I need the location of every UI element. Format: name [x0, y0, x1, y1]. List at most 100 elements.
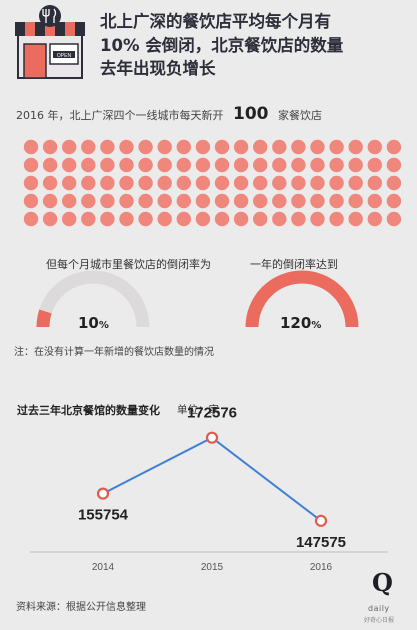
restaurant-dot	[157, 139, 172, 155]
restaurant-dot	[119, 139, 134, 155]
restaurant-dot	[272, 193, 287, 209]
restaurant-dot	[272, 211, 287, 227]
restaurant-dot	[61, 211, 77, 227]
source-text: 资料来源：根据公开信息整理	[16, 602, 146, 613]
restaurant-dot	[386, 193, 402, 209]
restaurant-dot	[386, 175, 402, 191]
restaurant-dot	[291, 157, 306, 173]
restaurant-dot	[81, 193, 96, 209]
logo-sub: daily	[368, 604, 390, 613]
restaurant-dot	[23, 211, 39, 227]
restaurant-dot	[195, 193, 211, 209]
restaurant-dot-grid	[23, 139, 402, 227]
restaurant-dot	[253, 211, 268, 227]
restaurant-dot	[81, 157, 96, 173]
restaurant-dot	[100, 193, 115, 209]
restaurant-dot	[119, 175, 134, 191]
restaurant-dot	[157, 157, 172, 173]
restaurant-dot	[291, 175, 306, 191]
restaurant-dot	[348, 139, 363, 155]
restaurant-dot	[23, 175, 39, 191]
restaurant-dot	[100, 175, 115, 191]
restaurant-dot	[157, 175, 172, 191]
gauge-1-label: 但每个月城市里餐饮店的倒闭率为	[46, 258, 211, 271]
restaurant-dot	[119, 193, 134, 209]
restaurant-dot	[176, 211, 191, 227]
restaurant-dot	[195, 157, 211, 173]
restaurant-dot	[23, 193, 39, 209]
restaurant-dot	[367, 175, 382, 191]
restaurant-dot	[367, 193, 382, 209]
chart-unit: 单位：家	[177, 404, 219, 416]
restaurant-dot	[23, 139, 39, 155]
restaurant-dot	[310, 139, 325, 155]
restaurant-dot	[348, 157, 363, 173]
restaurant-dot	[329, 211, 344, 227]
restaurant-dot	[61, 193, 77, 209]
data-point	[96, 487, 110, 500]
restaurant-dot	[138, 211, 153, 227]
restaurant-dot	[214, 139, 230, 155]
restaurant-dot	[291, 193, 306, 209]
restaurant-dot	[176, 175, 191, 191]
restaurant-dot	[42, 139, 58, 155]
restaurant-dot	[253, 139, 268, 155]
lead-text: 2016 年，北上广深四个一线城市每天新开 100 家餐饮店	[16, 104, 322, 124]
restaurant-dot	[157, 193, 172, 209]
restaurant-dot	[291, 211, 306, 227]
restaurant-dot	[329, 193, 344, 209]
restaurant-dot	[100, 211, 115, 227]
restaurant-dot	[233, 211, 249, 227]
chart-title: 过去三年北京餐馆的数量变化	[17, 404, 160, 417]
note-text: 注：在没有计算一年新增的餐饮店数量的情况	[14, 347, 214, 358]
restaurant-dot	[253, 175, 268, 191]
lead-number: 100	[233, 104, 269, 124]
restaurant-dot	[42, 157, 58, 173]
restaurant-dot	[176, 193, 191, 209]
restaurant-dot	[81, 139, 96, 155]
restaurant-dot	[329, 139, 344, 155]
restaurant-dot	[119, 211, 134, 227]
restaurant-dot	[176, 139, 191, 155]
restaurant-dot	[386, 139, 402, 155]
restaurant-dot	[214, 175, 230, 191]
restaurant-dot	[138, 139, 153, 155]
restaurant-dot	[367, 157, 382, 173]
restaurant-dot	[253, 157, 268, 173]
restaurant-dot	[367, 211, 382, 227]
restaurant-dot	[233, 175, 249, 191]
restaurant-dot	[310, 211, 325, 227]
restaurant-dot	[329, 175, 344, 191]
gauge-fill-1	[36, 309, 52, 328]
restaurant-dot	[119, 157, 134, 173]
restaurant-dot	[42, 175, 58, 191]
restaurant-dot	[81, 175, 96, 191]
restaurant-dot	[329, 157, 344, 173]
restaurant-dot	[310, 157, 325, 173]
restaurant-dot	[61, 175, 77, 191]
gauge-2-label: 一年的倒闭率达到	[250, 258, 338, 271]
restaurant-dot	[138, 193, 153, 209]
restaurant-dot	[272, 175, 287, 191]
restaurant-dot	[272, 157, 287, 173]
restaurant-dot	[386, 157, 402, 173]
page-title-line-2: 10% 会倒闭，北京餐饮店的数量	[100, 36, 344, 55]
data-label: 155754	[78, 507, 129, 524]
restaurant-dot	[42, 211, 58, 227]
x-tick-label: 2015	[201, 562, 224, 573]
restaurant-dot	[233, 193, 249, 209]
restaurant-dot	[348, 175, 363, 191]
restaurant-dot	[214, 211, 230, 227]
restaurant-dot	[157, 211, 172, 227]
restaurant-dot	[291, 139, 306, 155]
logo-sub2: 好奇心日报	[364, 617, 395, 624]
x-tick-label: 2014	[92, 562, 115, 573]
data-point	[314, 514, 328, 527]
restaurant-dot	[100, 139, 115, 155]
restaurant-dot	[138, 157, 153, 173]
restaurant-dot	[214, 193, 230, 209]
restaurant-dot	[138, 175, 153, 191]
restaurant-dot	[233, 139, 249, 155]
restaurant-dot	[195, 175, 211, 191]
logo-letter: Q	[372, 568, 393, 597]
